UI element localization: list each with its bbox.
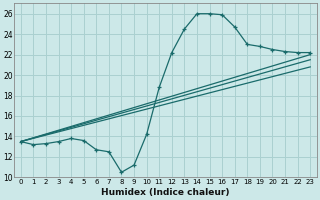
X-axis label: Humidex (Indice chaleur): Humidex (Indice chaleur) <box>101 188 230 197</box>
